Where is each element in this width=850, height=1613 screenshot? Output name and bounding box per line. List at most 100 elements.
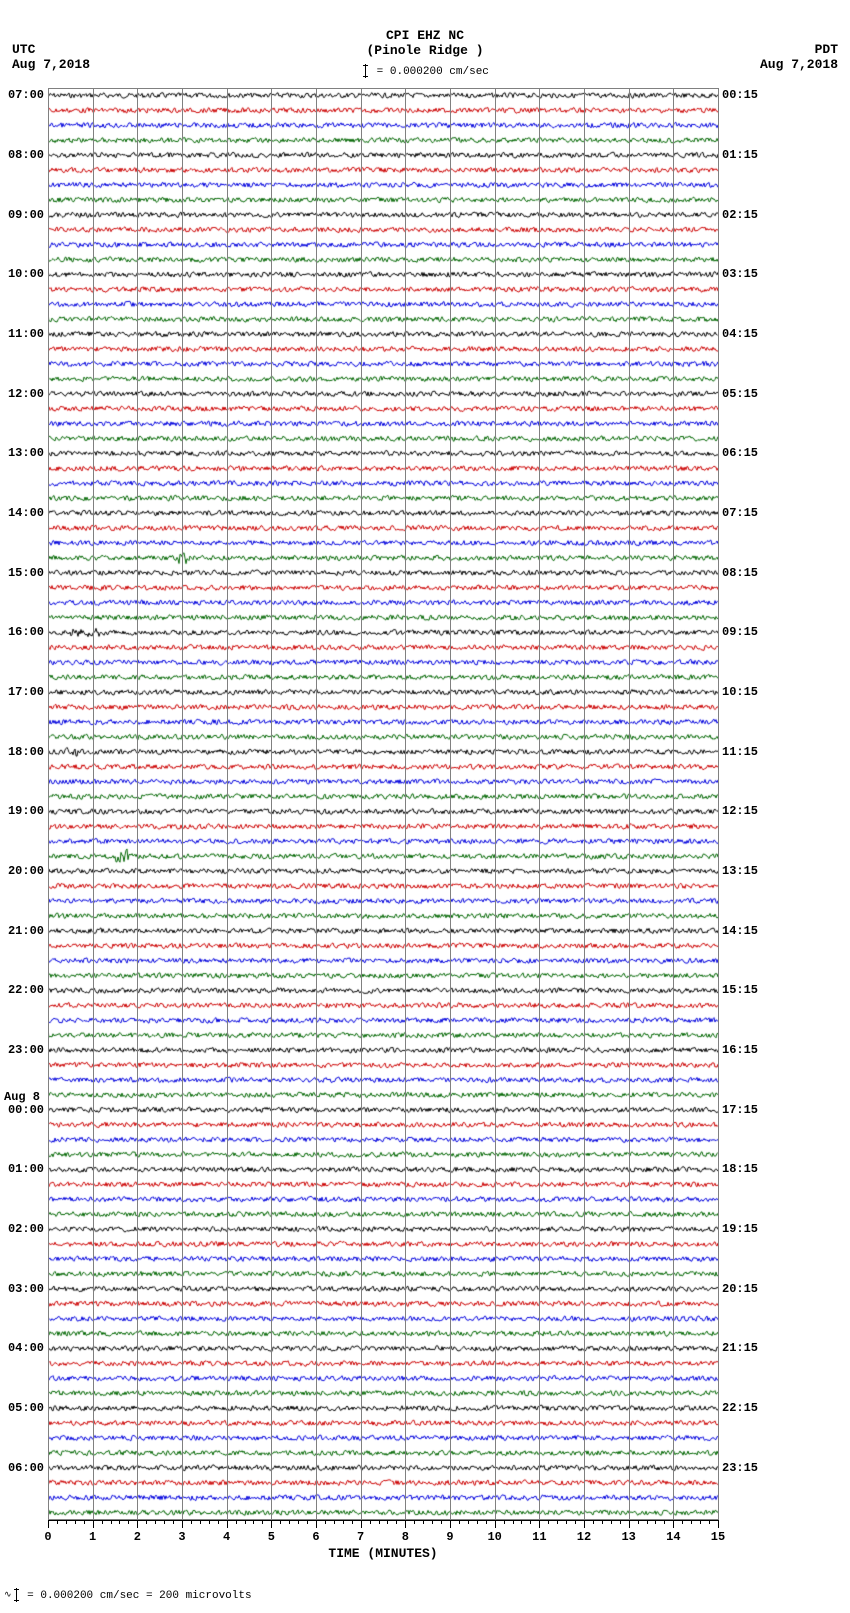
grid-line-vertical [450, 88, 451, 1520]
x-tick-label: 12 [577, 1530, 591, 1544]
x-tick-major [227, 1520, 228, 1528]
x-tick-major [182, 1520, 183, 1528]
grid-line-vertical [405, 88, 406, 1520]
x-tick-major [93, 1520, 94, 1528]
grid-line-vertical [584, 88, 585, 1520]
utc-time-label: 20:00 [2, 864, 44, 878]
x-tick-label: 10 [487, 1530, 501, 1544]
x-tick-label: 2 [134, 1530, 141, 1544]
utc-time-label: 22:00 [2, 983, 44, 997]
utc-date-marker: Aug 8 [4, 1090, 40, 1104]
local-time-label: 09:15 [722, 625, 758, 639]
local-time-label: 06:15 [722, 446, 758, 460]
x-tick-major [361, 1520, 362, 1528]
utc-time-label: 11:00 [2, 327, 44, 341]
footer-scale: ∿ = 0.000200 cm/sec = 200 microvolts [4, 1588, 252, 1602]
footer-prefix: ∿ [4, 1590, 12, 1600]
local-time-label: 08:15 [722, 566, 758, 580]
x-tick-major [718, 1520, 719, 1528]
grid-line-vertical [718, 88, 719, 1520]
utc-time-label: 04:00 [2, 1341, 44, 1355]
local-time-label: 18:15 [722, 1162, 758, 1176]
x-tick-label: 6 [312, 1530, 319, 1544]
grid-line-vertical [182, 88, 183, 1520]
x-tick-label: 14 [666, 1530, 680, 1544]
x-axis: TIME (MINUTES) 0123456789101112131415 [48, 1520, 718, 1560]
utc-time-label: 06:00 [2, 1461, 44, 1475]
grid-line-vertical [539, 88, 540, 1520]
x-axis-title: TIME (MINUTES) [48, 1546, 718, 1561]
local-time-label: 23:15 [722, 1461, 758, 1475]
seismogram-plot [48, 88, 718, 1520]
x-tick-major [271, 1520, 272, 1528]
x-tick-label: 1 [89, 1530, 96, 1544]
x-tick-label: 9 [446, 1530, 453, 1544]
utc-time-label: 12:00 [2, 387, 44, 401]
grid-line-vertical [227, 88, 228, 1520]
local-time-label: 03:15 [722, 267, 758, 281]
local-time-label: 04:15 [722, 327, 758, 341]
seismogram-traces [48, 88, 718, 1520]
x-tick-label: 11 [532, 1530, 546, 1544]
local-time-label: 14:15 [722, 924, 758, 938]
local-time-label: 12:15 [722, 804, 758, 818]
grid-line-vertical [673, 88, 674, 1520]
local-time-label: 20:15 [722, 1282, 758, 1296]
utc-time-label: 18:00 [2, 745, 44, 759]
local-time-label: 10:15 [722, 685, 758, 699]
x-tick-label: 8 [402, 1530, 409, 1544]
local-time-label: 16:15 [722, 1043, 758, 1057]
x-tick-label: 13 [621, 1530, 635, 1544]
x-tick-label: 7 [357, 1530, 364, 1544]
utc-time-label: 19:00 [2, 804, 44, 818]
grid-line-vertical [137, 88, 138, 1520]
scale-bar-icon [365, 64, 366, 78]
utc-time-label: 08:00 [2, 148, 44, 162]
x-tick-label: 3 [178, 1530, 185, 1544]
x-tick-major [137, 1520, 138, 1528]
grid-line-vertical [93, 88, 94, 1520]
scale-text-top: = 0.000200 cm/sec [370, 66, 489, 78]
seismogram-container: UTC Aug 7,2018 PDT Aug 7,2018 CPI EHZ NC… [0, 0, 850, 1613]
utc-time-label: 21:00 [2, 924, 44, 938]
utc-time-label: 00:00 [2, 1103, 44, 1117]
x-tick-label: 4 [223, 1530, 230, 1544]
local-time-label: 07:15 [722, 506, 758, 520]
local-time-label: 05:15 [722, 387, 758, 401]
local-time-label: 11:15 [722, 745, 758, 759]
utc-time-label: 07:00 [2, 88, 44, 102]
utc-time-label: 13:00 [2, 446, 44, 460]
grid-line-vertical [48, 88, 49, 1520]
grid-line-vertical [271, 88, 272, 1520]
x-tick-major [405, 1520, 406, 1528]
x-tick-label: 5 [268, 1530, 275, 1544]
utc-time-label: 23:00 [2, 1043, 44, 1057]
local-time-label: 13:15 [722, 864, 758, 878]
local-time-label: 15:15 [722, 983, 758, 997]
x-tick-label: 15 [711, 1530, 725, 1544]
x-tick-major [584, 1520, 585, 1528]
utc-time-label: 10:00 [2, 267, 44, 281]
local-time-label: 19:15 [722, 1222, 758, 1236]
x-tick-major [673, 1520, 674, 1528]
local-time-label: 21:15 [722, 1341, 758, 1355]
local-time-label: 22:15 [722, 1401, 758, 1415]
x-tick-major [48, 1520, 49, 1528]
station-title: CPI EHZ NC [0, 28, 850, 43]
grid-line-vertical [495, 88, 496, 1520]
utc-time-label: 16:00 [2, 625, 44, 639]
utc-time-label: 03:00 [2, 1282, 44, 1296]
x-tick-major [316, 1520, 317, 1528]
x-tick-major [450, 1520, 451, 1528]
x-tick-major [539, 1520, 540, 1528]
utc-time-label: 09:00 [2, 208, 44, 222]
grid-line-vertical [629, 88, 630, 1520]
scale-indicator-top: = 0.000200 cm/sec [0, 64, 850, 78]
utc-time-label: 15:00 [2, 566, 44, 580]
local-time-label: 17:15 [722, 1103, 758, 1117]
utc-time-label: 17:00 [2, 685, 44, 699]
utc-time-label: 05:00 [2, 1401, 44, 1415]
utc-time-label: 01:00 [2, 1162, 44, 1176]
utc-time-label: 02:00 [2, 1222, 44, 1236]
x-axis-line [48, 1520, 718, 1521]
